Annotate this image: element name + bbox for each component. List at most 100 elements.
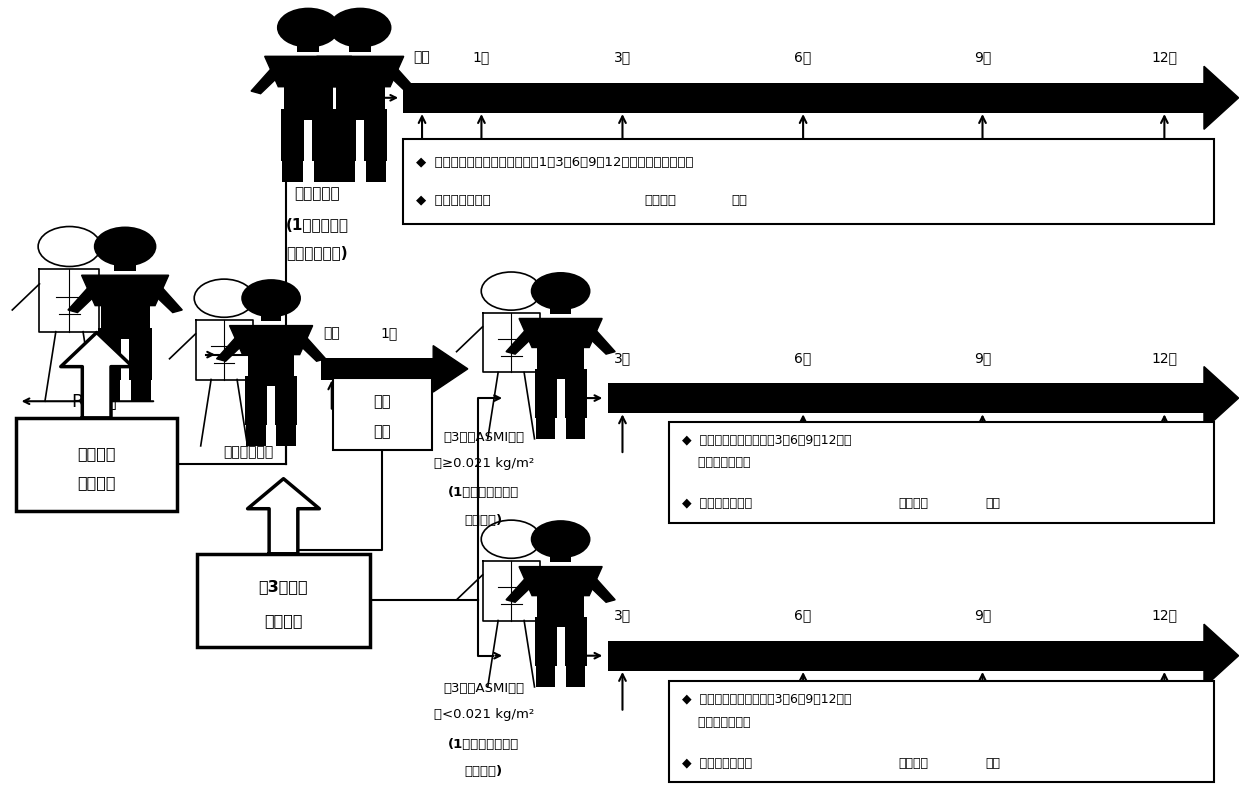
Text: RA患者: RA患者 (72, 393, 117, 411)
Bar (281, 109, 336, 120)
Circle shape (277, 8, 340, 48)
Bar (334, 109, 387, 120)
FancyBboxPatch shape (16, 418, 177, 511)
FancyBboxPatch shape (670, 681, 1214, 782)
Bar (281, 117, 304, 161)
Text: 方案: 方案 (732, 194, 748, 207)
Circle shape (329, 8, 392, 48)
Polygon shape (506, 323, 541, 354)
Text: 的中危组): 的中危组) (465, 514, 503, 527)
Bar (283, 158, 303, 182)
Text: 的低危组): 的低危组) (465, 765, 503, 779)
Bar (99, 377, 120, 401)
Bar (537, 346, 584, 373)
Text: 量≥0.021 kg/m²: 量≥0.021 kg/m² (434, 458, 534, 470)
Polygon shape (1204, 67, 1239, 129)
Bar (321, 358, 435, 380)
Text: 身体成分: 身体成分 (77, 476, 115, 491)
Polygon shape (381, 60, 418, 94)
Bar (365, 117, 387, 161)
Text: 12月: 12月 (1152, 608, 1177, 623)
Text: 治疗: 治疗 (373, 424, 391, 439)
Bar (565, 416, 585, 439)
Polygon shape (520, 566, 603, 596)
Text: 1月: 1月 (379, 327, 397, 340)
Text: 12月: 12月 (1152, 351, 1177, 365)
Bar (312, 117, 336, 161)
Text: ◆  根据指南推荐，对患者3、6、9、12月进: ◆ 根据指南推荐，对患者3、6、9、12月进 (682, 435, 852, 447)
Text: 1月: 1月 (472, 51, 490, 64)
Polygon shape (580, 571, 615, 602)
FancyBboxPatch shape (197, 554, 370, 647)
Bar (534, 625, 557, 666)
Text: ◆  采取指南推荐的: ◆ 采取指南推荐的 (682, 757, 751, 770)
Bar (98, 328, 153, 339)
Bar (314, 158, 334, 182)
Polygon shape (250, 60, 288, 94)
Text: 基线: 基线 (414, 51, 430, 64)
Text: 量<0.021 kg/m²: 量<0.021 kg/m² (434, 708, 534, 722)
Text: 方案: 方案 (985, 497, 999, 511)
Text: 9月: 9月 (973, 351, 991, 365)
Text: 基线检测: 基线检测 (77, 446, 115, 461)
Text: 3月: 3月 (614, 351, 631, 365)
Polygon shape (303, 60, 340, 94)
Polygon shape (68, 280, 104, 312)
Bar (534, 369, 587, 379)
Polygon shape (145, 280, 182, 312)
Bar (534, 377, 557, 418)
Polygon shape (506, 571, 541, 602)
Polygon shape (580, 323, 615, 354)
Bar (246, 376, 298, 386)
Bar (260, 312, 281, 321)
Text: 第3月检测: 第3月检测 (259, 579, 309, 594)
Bar (536, 416, 556, 439)
Text: 第3个月ASMI减少: 第3个月ASMI减少 (444, 683, 525, 695)
Polygon shape (433, 346, 467, 392)
Bar (298, 41, 319, 52)
Polygon shape (316, 56, 404, 86)
Bar (534, 617, 587, 627)
Bar (246, 384, 267, 425)
Polygon shape (217, 330, 252, 362)
Circle shape (242, 279, 301, 317)
Text: (1年关节破坏进展: (1年关节破坏进展 (449, 486, 520, 500)
Text: 9月: 9月 (973, 608, 991, 623)
Polygon shape (290, 330, 326, 362)
Polygon shape (1204, 366, 1239, 430)
Bar (564, 377, 587, 418)
Bar (551, 553, 570, 562)
Bar (608, 641, 1207, 671)
Text: 6月: 6月 (795, 51, 812, 64)
Circle shape (481, 272, 541, 310)
Text: 行临床病情评估: 行临床病情评估 (682, 457, 750, 469)
Circle shape (38, 227, 100, 266)
Bar (565, 664, 585, 687)
Bar (248, 353, 294, 380)
Bar (366, 158, 386, 182)
Text: 达标治疗: 达标治疗 (898, 757, 929, 770)
Bar (335, 158, 355, 182)
Text: 达标: 达标 (373, 394, 391, 409)
Text: (1年关节破坏进展: (1年关节破坏进展 (449, 737, 520, 751)
Bar (608, 383, 1207, 413)
Circle shape (531, 272, 590, 310)
Text: 基线非少肌症: 基线非少肌症 (223, 445, 274, 459)
Text: 9月: 9月 (973, 51, 991, 64)
Text: 强化治疗: 强化治疗 (898, 497, 929, 511)
Text: ◆  根据指南推荐，对患者基线、1、3、6、9、12月进行临床病情评估: ◆ 根据指南推荐，对患者基线、1、3、6、9、12月进行临床病情评估 (415, 156, 693, 169)
Bar (564, 625, 587, 666)
Text: ◆  采取更加积极的: ◆ 采取更加积极的 (682, 497, 751, 511)
Polygon shape (264, 56, 352, 86)
Text: 6月: 6月 (795, 608, 812, 623)
Polygon shape (1204, 624, 1239, 688)
Text: 进展的高危组): 进展的高危组) (286, 245, 347, 260)
Polygon shape (329, 60, 366, 94)
Bar (100, 304, 150, 331)
Bar (551, 305, 570, 314)
Polygon shape (61, 332, 133, 418)
Bar (350, 41, 371, 52)
Circle shape (94, 227, 156, 266)
Text: 12月: 12月 (1152, 51, 1177, 64)
Circle shape (531, 520, 590, 558)
